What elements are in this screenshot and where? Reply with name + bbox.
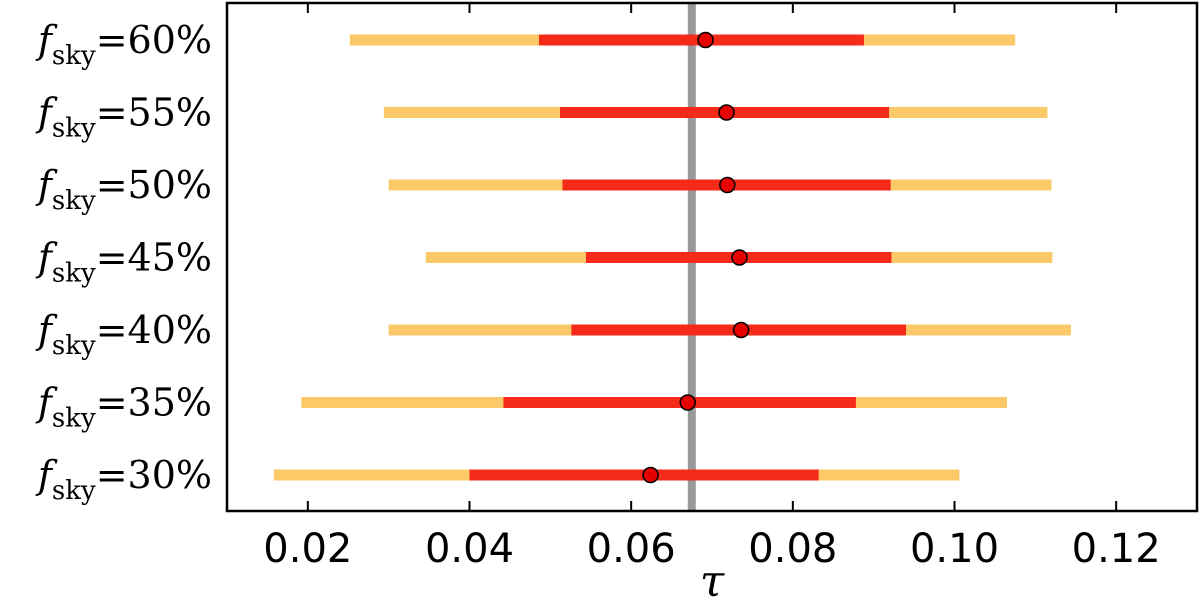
x-tick-label: 0.06 [587, 526, 676, 572]
plot-frame [225, 1, 1199, 513]
y-label-subscript: sky [52, 41, 96, 71]
y-label-value: =50% [96, 163, 212, 207]
y-tick-label: fsky=45% [35, 236, 212, 289]
center-point [731, 249, 748, 266]
y-label-subscript: sky [52, 331, 96, 361]
y-label-value: =35% [96, 381, 212, 425]
y-tick-label: fsky=55% [35, 91, 212, 144]
center-point [697, 31, 714, 49]
y-tick-label: fsky=35% [35, 381, 212, 434]
y-label-subscript: sky [52, 186, 96, 216]
center-point [718, 104, 735, 121]
x-tick-label: 0.04 [425, 526, 514, 572]
x-tick-label: 0.08 [748, 526, 837, 572]
y-label-value: =55% [96, 91, 212, 135]
y-label-value: =45% [96, 236, 212, 280]
center-point [679, 394, 696, 411]
center-point [719, 176, 736, 194]
y-tick-label: fsky=40% [35, 308, 212, 361]
y-label-subscript: sky [52, 114, 96, 144]
y-label-value: =30% [96, 453, 212, 497]
y-label-subscript: sky [52, 404, 96, 434]
center-point [642, 466, 659, 484]
y-tick-label: fsky=30% [35, 453, 212, 506]
y-label-value: =40% [96, 308, 212, 352]
x-tick-label: 0.12 [1072, 526, 1161, 572]
y-tick-label: fsky=50% [35, 163, 212, 216]
points-layer [642, 31, 750, 484]
y-label-value: =60% [96, 18, 212, 62]
y-labels-layer: fsky=60% fsky=55% fsky=50% fsky=45% fsky=40%… [35, 18, 212, 506]
y-label-subscript: sky [52, 476, 96, 506]
y-tick-label: fsky=60% [35, 18, 212, 71]
x-tick-label: 0.10 [910, 526, 999, 572]
center-point [732, 321, 750, 339]
x-ticks-layer: 0.02 0.04 0.06 0.08 0.10 0.12 [263, 3, 1161, 572]
x-tick-label: 0.02 [263, 526, 352, 572]
x-axis-label: τ [700, 556, 725, 602]
y-label-subscript: sky [52, 259, 96, 289]
